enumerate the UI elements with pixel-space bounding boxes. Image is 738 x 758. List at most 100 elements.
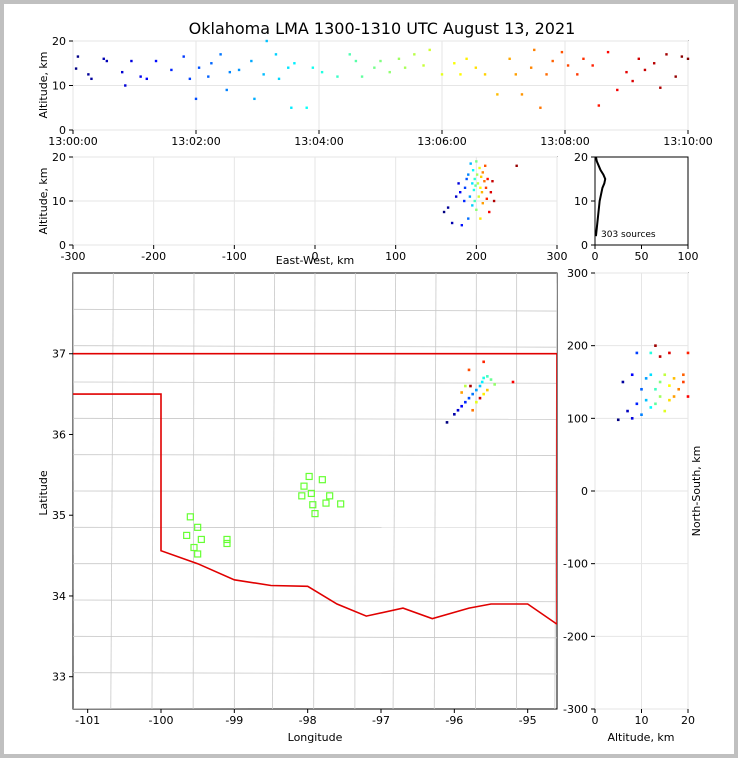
eastwest-point [471, 204, 474, 207]
longitude-tick-label: -96 [445, 714, 463, 727]
northsouth-xlabel: Altitude, km [607, 731, 674, 744]
time-tick-label: 13:02:00 [171, 135, 220, 148]
altitude-time-point [154, 59, 158, 63]
altitude-time-point [674, 75, 677, 78]
map-source-point [486, 375, 489, 378]
altitude-tick-label: 0 [59, 239, 66, 252]
histogram-tick-label: 50 [635, 250, 649, 263]
altitude-time-point [665, 53, 668, 56]
altitude-time-point [616, 88, 619, 92]
map-source-point [482, 376, 485, 380]
eastwest-point [442, 210, 446, 214]
northsouth-point [654, 344, 657, 347]
northsouth-point [635, 402, 639, 406]
northsouth-point [649, 406, 653, 409]
altitude-time-point [194, 97, 198, 101]
altitude-time-point [348, 53, 351, 56]
source-count-label: 303 sources [601, 230, 656, 240]
map-source-point [493, 383, 496, 386]
altitude-time-point [397, 57, 401, 60]
altitude-time-point [274, 53, 278, 56]
lma-station [307, 489, 315, 498]
lma-station [318, 476, 326, 484]
latitude-tick-label: 34 [52, 590, 66, 603]
eastwest-point [457, 182, 460, 185]
eastwest-point [454, 195, 458, 198]
northsouth-ylabel: North-South, km [690, 446, 703, 537]
eastwest-point [469, 162, 472, 165]
longitude-tick-label: -101 [75, 714, 100, 727]
altitude-tick-label: 20 [574, 151, 588, 164]
northsouth-point [640, 413, 643, 416]
altitude-tick-label: 0 [592, 714, 599, 727]
altitude-time-point [170, 68, 173, 72]
eastwest-tick-label: 200 [466, 250, 487, 263]
eastwest-tick-label: -200 [141, 250, 166, 263]
map-source-point [489, 378, 493, 381]
northsouth-point [626, 409, 629, 413]
eastwest-point [489, 191, 493, 194]
lma-station [337, 500, 345, 508]
lma-station [190, 543, 198, 552]
northsouth-tick-label: 100 [567, 412, 588, 425]
altitude-time-point [529, 66, 533, 69]
eastwest-point [475, 173, 479, 176]
northsouth-tick-label: 0 [581, 485, 588, 498]
northsouth-point [682, 380, 685, 384]
northsouth-tick-label: 300 [567, 267, 588, 280]
altitude-time-point [76, 55, 80, 58]
lma-station [186, 513, 194, 521]
altitude-time-point [228, 70, 232, 74]
northsouth-point [630, 373, 634, 377]
northsouth-point [658, 380, 662, 384]
map-source-point [467, 368, 471, 372]
altitude-time-point [606, 50, 610, 54]
northsouth-point [663, 373, 667, 377]
northsouth-point [630, 417, 634, 420]
eastwest-point [481, 171, 484, 174]
eastwest-point [479, 175, 483, 178]
eastwest-tick-label: 100 [385, 250, 406, 263]
altitude-time-point [265, 39, 268, 43]
altitude-time-point [514, 73, 517, 76]
eastwest-point [475, 208, 478, 211]
altitude-time-point [336, 75, 339, 78]
altitude-time-point [277, 77, 281, 81]
map-xlabel: Longitude [288, 731, 343, 744]
altitude-eastwest-ylabel: Altitude, km [37, 167, 50, 234]
altitude-time-point [474, 66, 478, 69]
lma-station [183, 531, 191, 540]
altitude-time-point [74, 67, 78, 70]
map-source-point [480, 380, 484, 384]
altitude-time-point [379, 59, 382, 63]
northsouth-tick-label: 200 [567, 340, 588, 353]
altitude-time-point [652, 62, 656, 65]
altitude-time-point [130, 59, 133, 63]
altitude-time-point [225, 88, 228, 92]
eastwest-point [465, 177, 468, 181]
altitude-time-point [262, 73, 265, 76]
map-source-point [469, 384, 472, 388]
altitude-time-point [551, 59, 554, 63]
eastwest-point [486, 177, 489, 181]
map-source-point [453, 412, 456, 416]
eastwest-point [450, 221, 454, 225]
tick-labels: 13:00:00 13:02:00 13:04:00 13:06:00 13:08:00… [48, 35, 712, 727]
altitude-time-point [360, 75, 364, 78]
altitude-time-point [560, 50, 564, 54]
altitude-tick-label: 10 [635, 714, 649, 727]
eastwest-point [484, 186, 488, 189]
altitude-time-point [354, 59, 358, 63]
map-source-point [460, 404, 463, 408]
northsouth-point [654, 387, 657, 391]
altitude-tick-label: 10 [574, 195, 588, 208]
northsouth-point [677, 387, 680, 391]
altitude-time-point [373, 66, 376, 69]
altitude-time-point [413, 53, 416, 56]
eastwest-point [473, 177, 476, 181]
map-ylabel: Latitude [37, 470, 50, 516]
eastwest-point [471, 169, 475, 172]
map-source-point [467, 396, 471, 400]
altitude-time-point [539, 106, 542, 109]
eastwest-point [479, 186, 482, 189]
